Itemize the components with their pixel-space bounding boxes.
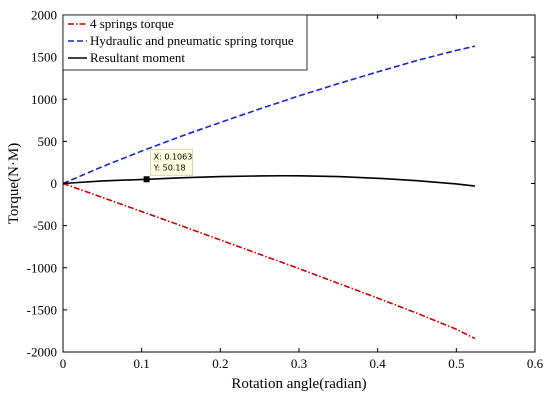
- y-axis-label: Torque(N·M): [6, 143, 22, 224]
- x-tick-label: 0.4: [370, 356, 387, 371]
- datatip-x-text: X: 0.1063: [154, 152, 193, 161]
- x-tick-label: 0.5: [448, 356, 464, 371]
- annotation-layer: X: 0.1063 Y: 50.18: [143, 148, 193, 183]
- y-tick-label: 2000: [31, 8, 57, 23]
- y-tick-label: -1000: [27, 260, 57, 275]
- legend-box: [62, 14, 308, 71]
- series-line-0: [62, 182, 476, 340]
- x-axis-label: Rotation angle(radian): [231, 376, 366, 392]
- y-tick-label: 500: [38, 134, 58, 149]
- y-tick-label: 0: [51, 176, 58, 191]
- datatip-box: [150, 148, 193, 176]
- y-tick-label: -2000: [27, 345, 57, 360]
- x-tick-label: 0: [60, 356, 67, 371]
- y-tick-label: -500: [33, 218, 57, 233]
- legend: 4 springs torque Hydraulic and pneumatic …: [62, 14, 308, 71]
- legend-label-2: Resultant moment: [90, 50, 185, 65]
- datatip-y-text: Y: 50.18: [153, 163, 186, 172]
- y-tick-label: 1000: [31, 92, 57, 107]
- y-tick-label: -1500: [27, 302, 57, 317]
- series-line-1: [62, 45, 476, 185]
- legend-label-0: 4 springs torque: [90, 16, 174, 31]
- x-tick-label: 0.3: [291, 356, 307, 371]
- y-tick-label: 1500: [31, 50, 57, 65]
- x-tick-label: 0.1: [134, 356, 150, 371]
- ticks-layer: 0 0.1 0.2 0.3 0.4 0.5 0.6 -2000 -1500 -1000 -500 0 5…: [27, 8, 544, 372]
- datatip-marker: [143, 176, 150, 183]
- x-tick-label: 0.2: [212, 356, 228, 371]
- x-tick-label: 0.6: [527, 356, 544, 371]
- legend-label-1: Hydraulic and pneumatic spring torque: [90, 33, 294, 48]
